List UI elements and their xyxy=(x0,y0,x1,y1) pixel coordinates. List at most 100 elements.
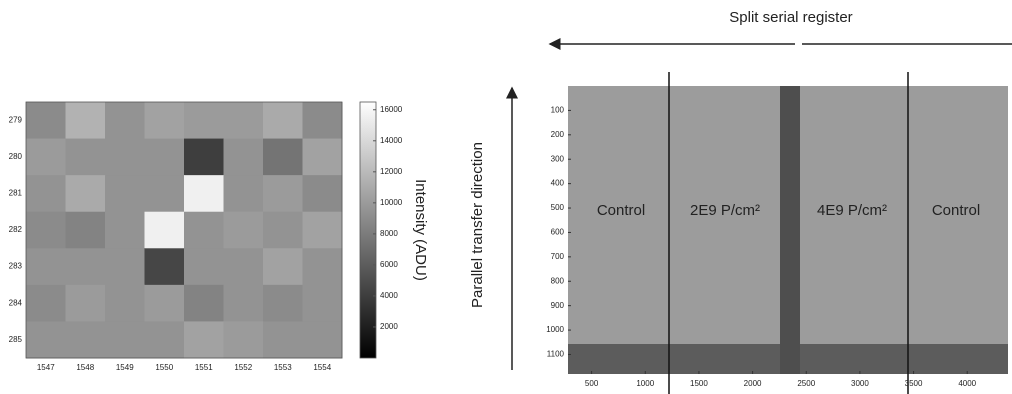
y-tick-label: 281 xyxy=(9,189,23,198)
x-tick-label: 1547 xyxy=(37,363,55,372)
title: Split serial register xyxy=(729,9,852,26)
colorbar-tick-label: 10000 xyxy=(380,198,403,207)
colorbar-tick-label: 4000 xyxy=(380,291,398,300)
y-tick-label: 283 xyxy=(9,262,23,271)
region-label: 2E9 P/cm² xyxy=(690,202,760,219)
heat-cell xyxy=(184,175,224,212)
x-tick-label: 1549 xyxy=(116,363,134,372)
y-tick-label: 400 xyxy=(551,179,565,188)
x-tick-label: 3500 xyxy=(905,379,923,388)
heat-cell xyxy=(105,212,145,249)
heat-cell xyxy=(184,102,224,139)
heat-cell xyxy=(263,321,303,358)
heat-cell xyxy=(26,321,66,358)
figure: 1547 1548 1549 1550 1551 1552 1553 1554 279 280 28… xyxy=(0,0,1012,394)
heat-cell xyxy=(224,102,264,139)
y-tick-label: 800 xyxy=(551,276,565,285)
y-tick-label: 284 xyxy=(9,298,23,307)
heat-cell xyxy=(66,248,106,285)
heat-cell xyxy=(145,212,185,249)
x-tick-label: 1548 xyxy=(76,363,94,372)
x-tick-label: 500 xyxy=(585,379,599,388)
x-tick-label: 2000 xyxy=(744,379,762,388)
heat-cell xyxy=(66,139,106,176)
y-axis-title: Parallel transfer direction xyxy=(469,142,486,308)
colorbar-tick-label: 6000 xyxy=(380,260,398,269)
heat-cell xyxy=(224,248,264,285)
heatmap-panel: 1547 1548 1549 1550 1551 1552 1553 1554 279 280 28… xyxy=(9,102,343,372)
heat-cell xyxy=(66,102,106,139)
region-label: 4E9 P/cm² xyxy=(817,202,887,219)
heat-cell xyxy=(184,321,224,358)
x-tick-label: 3000 xyxy=(851,379,869,388)
heat-cell xyxy=(66,321,106,358)
heat-cell xyxy=(145,285,185,322)
heat-cell xyxy=(263,139,303,176)
y-tick-label: 500 xyxy=(551,203,565,212)
heat-cell xyxy=(184,248,224,285)
image-panel: 500 1000 1500 2000 2500 3000 3500 4000 100 200 300… xyxy=(546,72,1008,394)
region-label: Control xyxy=(597,202,645,219)
heat-cell xyxy=(145,321,185,358)
heat-cell xyxy=(224,139,264,176)
heat-cell xyxy=(184,139,224,176)
x-tick-label: 1553 xyxy=(274,363,292,372)
heat-cell xyxy=(263,175,303,212)
y-tick-label: 100 xyxy=(551,106,565,115)
y-tick-label: 600 xyxy=(551,228,565,237)
heat-cell xyxy=(105,321,145,358)
heat-cell xyxy=(184,285,224,322)
colorbar-tick-label: 14000 xyxy=(380,136,403,145)
x-tick-label: 4000 xyxy=(958,379,976,388)
y-tick-label: 900 xyxy=(551,301,565,310)
heat-cell xyxy=(303,102,343,139)
heat-cell xyxy=(66,212,106,249)
heat-cell xyxy=(145,139,185,176)
heat-cell xyxy=(26,285,66,322)
y-tick-label: 300 xyxy=(551,154,565,163)
heat-cell xyxy=(303,321,343,358)
colorbar-tick-label: 2000 xyxy=(380,322,398,331)
heat-cell xyxy=(184,212,224,249)
region-label: Control xyxy=(932,202,980,219)
x-tick-label: 1552 xyxy=(234,363,252,372)
heat-cell xyxy=(303,285,343,322)
y-tick-label: 1000 xyxy=(546,325,564,334)
heat-cell xyxy=(263,212,303,249)
heat-cell xyxy=(303,212,343,249)
y-tick-label: 280 xyxy=(9,152,23,161)
heat-cell xyxy=(145,102,185,139)
x-tick-label: 1554 xyxy=(313,363,331,372)
heat-cell xyxy=(26,102,66,139)
heat-cell xyxy=(263,285,303,322)
y-tick-label: 1100 xyxy=(547,350,565,359)
heat-cell xyxy=(303,248,343,285)
x-tick-label: 1500 xyxy=(690,379,708,388)
x-tick-label: 2500 xyxy=(797,379,815,388)
heat-cell xyxy=(303,139,343,176)
heat-cell xyxy=(105,102,145,139)
heat-cell xyxy=(105,139,145,176)
colorbar-tick-label: 16000 xyxy=(380,105,403,114)
heat-cell xyxy=(224,175,264,212)
heat-cell xyxy=(26,175,66,212)
heat-cell xyxy=(26,212,66,249)
y-tick-label: 200 xyxy=(551,130,565,139)
heat-cell xyxy=(263,102,303,139)
heat-cell xyxy=(105,285,145,322)
heat-cell xyxy=(26,248,66,285)
y-tick-label: 700 xyxy=(551,252,565,261)
heat-cell xyxy=(224,285,264,322)
heat-cell xyxy=(263,248,303,285)
heat-cell xyxy=(145,248,185,285)
heat-cell xyxy=(66,175,106,212)
heat-cell xyxy=(26,139,66,176)
y-tick-label: 279 xyxy=(9,115,23,124)
y-tick-label: 285 xyxy=(9,335,23,344)
heat-cell xyxy=(145,175,185,212)
heat-cell xyxy=(224,212,264,249)
x-tick-label: 1550 xyxy=(155,363,173,372)
colorbar-tick-label: 8000 xyxy=(380,229,398,238)
x-tick-label: 1551 xyxy=(195,363,213,372)
heat-cell xyxy=(303,175,343,212)
